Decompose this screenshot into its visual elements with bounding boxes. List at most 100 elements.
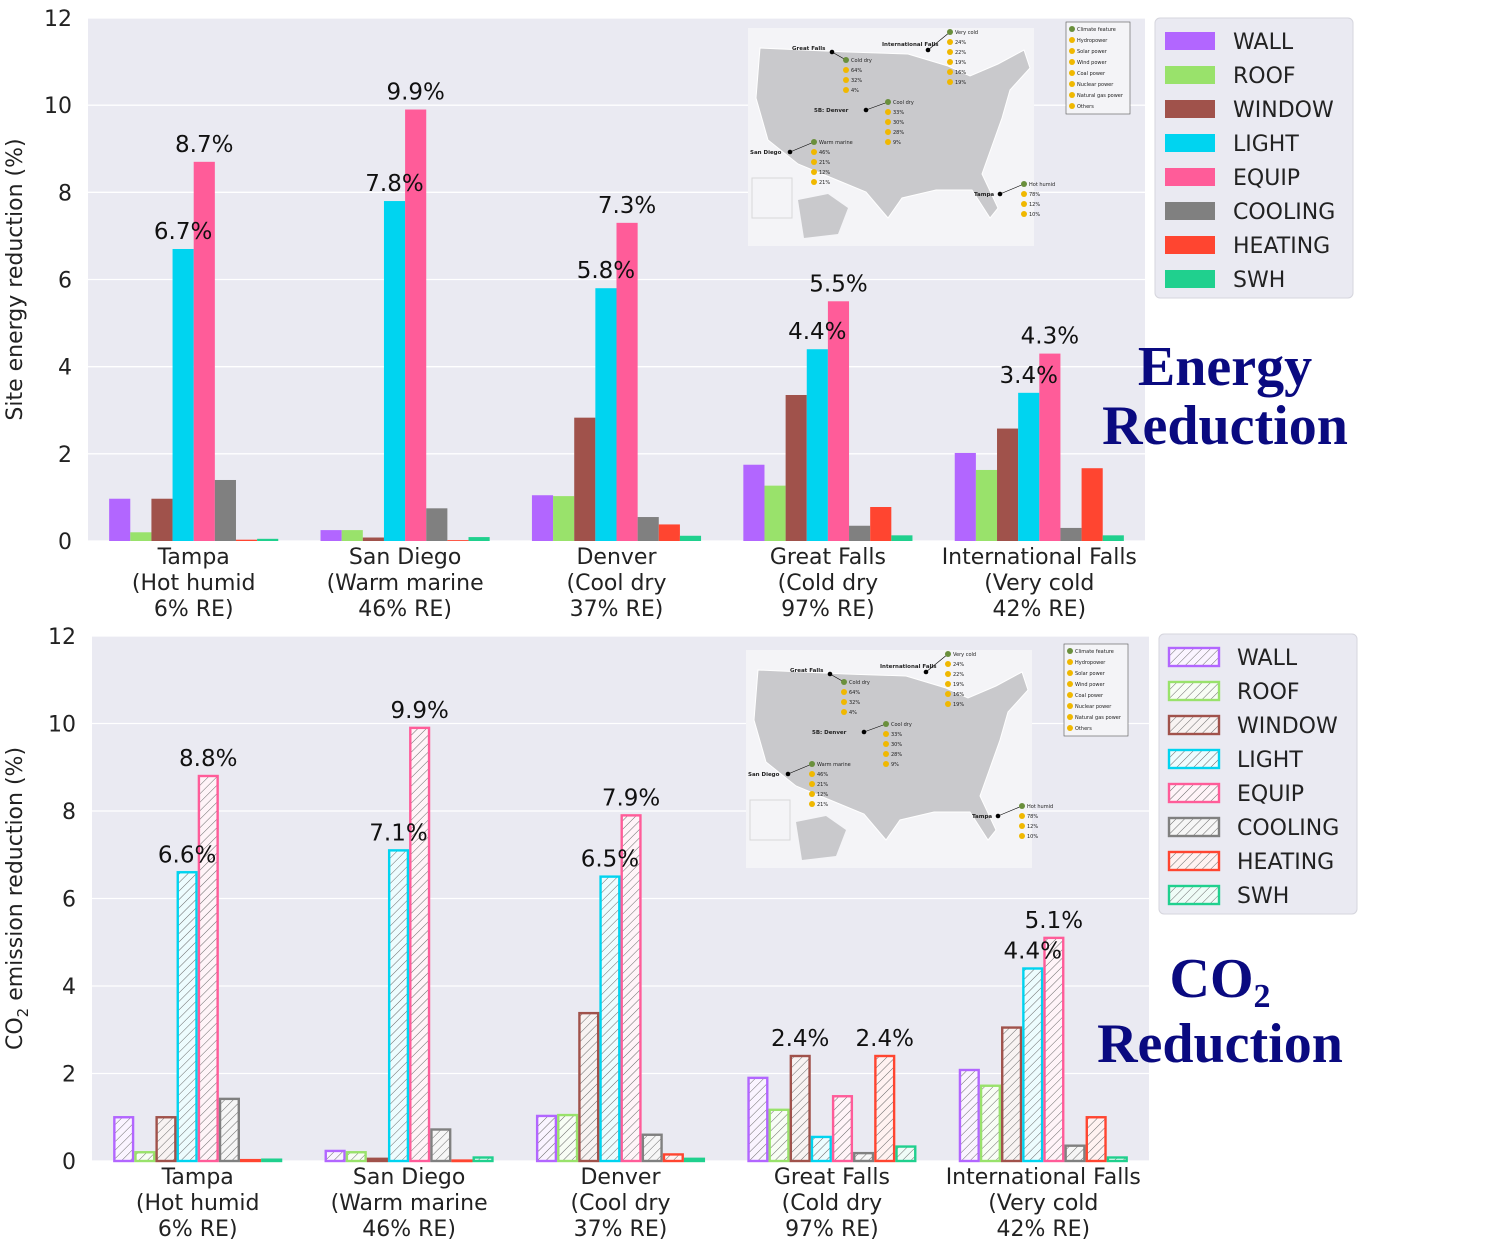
bar-value-label: 3.4% <box>1000 363 1058 389</box>
bar-light-great-falls <box>806 349 828 541</box>
legend-label-heating: HEATING <box>1233 234 1330 259</box>
energy-source-share: 64% <box>851 68 862 74</box>
climate-label: Very cold <box>953 652 976 658</box>
energy-source-share: 16% <box>953 692 964 698</box>
bar-swh-tampa <box>257 538 279 541</box>
bar-value-label: 6.6% <box>158 842 216 868</box>
climate-icon <box>883 721 889 727</box>
bar-window-san-diego <box>362 537 384 541</box>
city-label: San Diego <box>750 150 782 156</box>
x-category-label: 97% RE) <box>785 1217 879 1242</box>
bar-light-san-diego <box>383 201 406 542</box>
inset-legend-icon <box>1067 659 1073 665</box>
bar-cooling-tampa <box>218 1097 240 1163</box>
bar-cooling-international-falls <box>1060 527 1082 541</box>
energy-source-share: 16% <box>955 70 966 76</box>
bar-light-denver <box>595 288 617 541</box>
x-category-label: (Hot humid <box>132 571 256 596</box>
legend-label-swh: SWH <box>1237 884 1289 909</box>
inset-legend-icon <box>1069 70 1075 76</box>
bar-value-label: 7.9% <box>602 785 660 811</box>
bar-roof-international-falls <box>979 1084 1002 1163</box>
bar-wall-international-falls <box>954 452 976 541</box>
bar-value-label: 5.1% <box>1025 908 1083 934</box>
energy-source-share: 9% <box>891 762 899 768</box>
inset-legend-box <box>1063 643 1129 737</box>
energy-source-share: 21% <box>817 802 828 808</box>
map-city-international-falls: International Falls Very cold 24% 22% 19% 16%… <box>880 651 976 708</box>
bar-swh-international-falls <box>1106 1156 1128 1163</box>
inset-legend-label: Others <box>1075 726 1092 732</box>
bar-window-international-falls <box>997 428 1019 541</box>
energy-source-share: 19% <box>953 682 964 688</box>
energy-source-share: 22% <box>953 672 964 678</box>
energy-source-icon <box>811 179 817 185</box>
legend-label-light: LIGHT <box>1237 748 1303 773</box>
city-leader <box>927 31 951 51</box>
y-tick-label: 8 <box>58 181 72 206</box>
y-tick-label: 0 <box>62 1150 76 1175</box>
climate-icon <box>811 139 817 145</box>
energy-source-share: 21% <box>819 180 830 186</box>
city-label: Tampa <box>972 814 992 820</box>
legend-swatch-roof <box>1165 66 1215 84</box>
x-category-label: (Cold dry <box>778 571 879 596</box>
energy-source-share: 10% <box>1029 212 1040 218</box>
energy-source-icon <box>811 159 817 165</box>
energy-source-icon <box>885 129 891 135</box>
city-label: 5B: Denver <box>814 108 849 114</box>
energy-source-icon <box>1021 211 1027 217</box>
inset-legend-icon <box>1069 26 1075 32</box>
inset-legend-label: Climate feature <box>1075 649 1114 655</box>
inset-legend-label: Wind power <box>1077 60 1108 66</box>
inset-legend-icon <box>1069 37 1075 43</box>
climate-label: Cool dry <box>893 100 914 106</box>
bar-roof-denver <box>553 496 575 541</box>
bar-value-label: 9.9% <box>390 698 448 724</box>
bar-equip-great-falls <box>827 301 850 541</box>
energy-source-share: 12% <box>817 792 828 798</box>
energy-source-icon <box>945 671 951 677</box>
legend-swatch-window <box>1167 714 1221 736</box>
bar-wall-international-falls <box>958 1068 980 1163</box>
bar-heating-san-diego <box>451 1159 473 1163</box>
legend-label-equip: EQUIP <box>1233 166 1300 191</box>
energy-source-icon <box>809 801 815 807</box>
x-category-label: (Warm marine <box>331 1191 488 1216</box>
city-label: International Falls <box>880 664 937 670</box>
energy-source-share: 19% <box>955 80 966 86</box>
bar-roof-denver <box>557 1113 579 1163</box>
x-category-label: 37% RE) <box>570 597 664 620</box>
energy-source-icon <box>883 741 889 747</box>
legend-label-cooling: COOLING <box>1233 200 1335 225</box>
bar-value-label: 4.3% <box>1021 324 1079 350</box>
y-tick-label: 0 <box>58 530 72 555</box>
bar-window-great-falls <box>789 1054 811 1163</box>
city-leader <box>865 101 889 111</box>
bar-value-label: 7.1% <box>369 820 427 846</box>
bar-value-label: 6.7% <box>154 219 212 245</box>
y-tick-label: 4 <box>58 356 72 381</box>
inset-legend-label: Solar power <box>1077 49 1108 55</box>
energy-source-share: 21% <box>817 782 828 788</box>
bar-value-label: 8.8% <box>179 746 237 772</box>
bar-swh-san-diego <box>472 1156 494 1163</box>
energy-source-icon <box>1021 191 1027 197</box>
bar-roof-great-falls <box>768 1108 790 1163</box>
energy-source-icon <box>945 691 951 697</box>
inset-legend-label: Others <box>1077 104 1094 110</box>
map-city-san-diego: San Diego Warm marine 46% 21% 12% 21% <box>748 761 851 808</box>
bar-light-great-falls <box>810 1135 832 1163</box>
y-tick-label: 10 <box>48 713 76 738</box>
bar-window-great-falls <box>785 394 807 541</box>
y-tick-label: 8 <box>62 800 76 825</box>
inset-legend-label: Coal power <box>1075 693 1104 699</box>
hawaii-box <box>751 177 793 219</box>
bar-value-label: 4.4% <box>1004 939 1062 965</box>
city-leader <box>789 141 815 153</box>
inset-legend-icon <box>1067 703 1073 709</box>
inset-legend-icon <box>1069 59 1075 65</box>
energy-source-share: 64% <box>849 690 860 696</box>
bar-cooling-denver <box>641 1133 663 1163</box>
energy-source-share: 21% <box>819 160 830 166</box>
